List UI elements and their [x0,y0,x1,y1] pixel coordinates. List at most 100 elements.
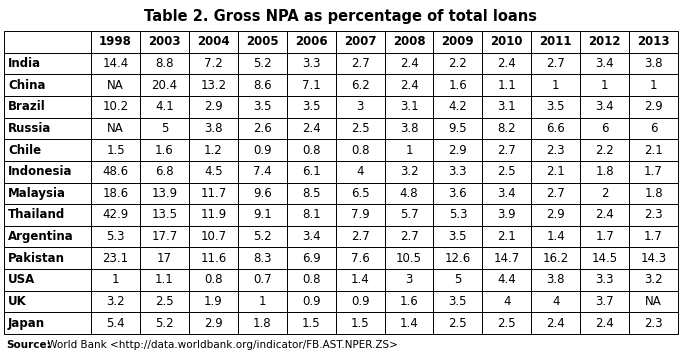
Bar [434,291,482,312]
Text: 3.5: 3.5 [546,100,565,113]
Bar [140,247,189,269]
Text: 2.5: 2.5 [497,317,516,330]
Bar [629,312,678,334]
Text: 4: 4 [503,295,511,308]
Text: 5: 5 [454,273,462,286]
Bar [434,31,482,53]
Text: 3: 3 [357,100,364,113]
Text: 3.5: 3.5 [253,100,271,113]
Text: USA: USA [8,273,35,286]
Bar [336,183,385,204]
Bar [434,226,482,247]
Text: 3.8: 3.8 [644,57,663,70]
Bar [140,183,189,204]
Bar [4,74,91,96]
Text: NA: NA [107,79,124,91]
Text: 3.8: 3.8 [400,122,418,135]
Text: 11.6: 11.6 [201,252,226,265]
Bar [238,53,286,74]
Bar [385,269,434,291]
Text: 2.4: 2.4 [400,79,418,91]
Text: 2.9: 2.9 [449,143,467,157]
Bar [238,291,286,312]
Bar [336,96,385,117]
Text: NA: NA [107,122,124,135]
Bar [238,96,286,117]
Text: 1.1: 1.1 [155,273,174,286]
Text: 4.5: 4.5 [204,165,223,178]
Bar [189,204,238,226]
Bar [91,269,140,291]
Bar [238,269,286,291]
Text: Russia: Russia [8,122,51,135]
Text: 2.4: 2.4 [595,317,614,330]
Bar [140,31,189,53]
Text: 2.6: 2.6 [253,122,271,135]
Bar [91,204,140,226]
Text: 9.6: 9.6 [253,187,271,200]
Text: 13.5: 13.5 [151,209,177,221]
Text: 0.8: 0.8 [204,273,222,286]
Bar [140,204,189,226]
Text: 3.4: 3.4 [302,230,321,243]
Text: 42.9: 42.9 [102,209,129,221]
Bar [385,96,434,117]
Bar [580,117,629,139]
Text: 7.9: 7.9 [351,209,370,221]
Bar [4,139,91,161]
Text: 2011: 2011 [539,35,572,48]
Text: 1.5: 1.5 [302,317,321,330]
Bar [629,247,678,269]
Bar [580,247,629,269]
Text: 9.5: 9.5 [449,122,467,135]
Bar [238,204,286,226]
Text: 13.9: 13.9 [151,187,177,200]
Text: 2013: 2013 [637,35,670,48]
Text: 1.4: 1.4 [546,230,565,243]
Text: 2008: 2008 [393,35,426,48]
Bar [286,96,336,117]
Text: 2.5: 2.5 [155,295,174,308]
Bar [482,74,531,96]
Text: 1.6: 1.6 [155,143,174,157]
Bar [4,291,91,312]
Text: 0.9: 0.9 [253,143,271,157]
Text: 2.3: 2.3 [644,209,663,221]
Bar [385,117,434,139]
Bar [286,31,336,53]
Text: 3.3: 3.3 [302,57,321,70]
Bar [629,226,678,247]
Bar [238,183,286,204]
Text: 2.3: 2.3 [546,143,565,157]
Bar [336,247,385,269]
Bar [4,312,91,334]
Text: 17.7: 17.7 [151,230,177,243]
Text: 1998: 1998 [99,35,132,48]
Bar [580,53,629,74]
Text: 3: 3 [405,273,413,286]
Bar [140,96,189,117]
Text: 3.8: 3.8 [204,122,222,135]
Bar [482,226,531,247]
Text: Chile: Chile [8,143,41,157]
Bar [238,226,286,247]
Text: 1: 1 [650,79,657,91]
Text: 2.9: 2.9 [204,100,223,113]
Text: 2.7: 2.7 [497,143,516,157]
Bar [336,226,385,247]
Text: 3.5: 3.5 [302,100,321,113]
Text: 2.4: 2.4 [546,317,565,330]
Text: 5.4: 5.4 [106,317,125,330]
Text: Table 2. Gross NPA as percentage of total loans: Table 2. Gross NPA as percentage of tota… [145,9,537,23]
Bar [4,161,91,183]
Text: India: India [8,57,41,70]
Bar [580,31,629,53]
Bar [286,312,336,334]
Text: 23.1: 23.1 [102,252,129,265]
Text: 4.4: 4.4 [497,273,516,286]
Bar [4,247,91,269]
Text: UK: UK [8,295,27,308]
Bar [4,96,91,117]
Bar [482,247,531,269]
Text: 3.2: 3.2 [644,273,663,286]
